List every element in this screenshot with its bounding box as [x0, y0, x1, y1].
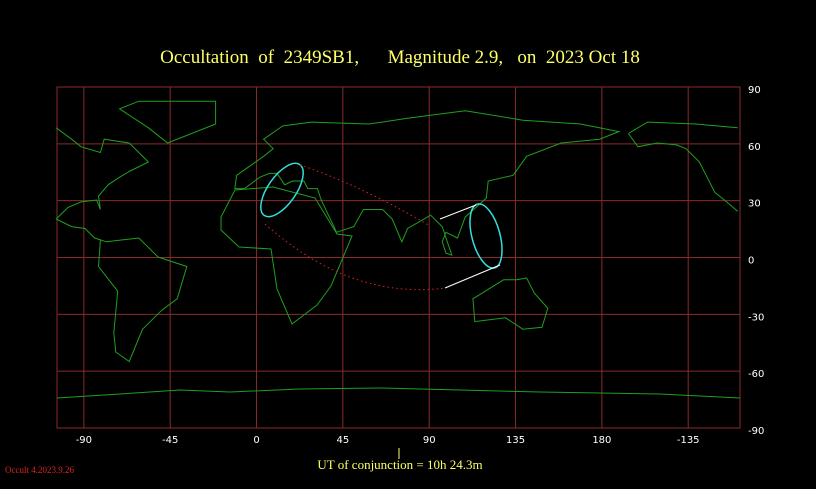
y-tick-label: 60	[748, 142, 761, 153]
y-tick-label: 30	[748, 199, 761, 210]
x-tick-label: 135	[506, 435, 525, 446]
path-limit	[444, 264, 501, 289]
north-america	[55, 127, 150, 241]
x-tick-label: -90	[76, 435, 92, 446]
y-tick-label: 90	[748, 85, 761, 96]
y-tick-label: -60	[748, 369, 764, 380]
africa	[220, 186, 353, 325]
x-tick-label: 90	[423, 435, 436, 446]
map-title: Occultation of 2349SB1, Magnitude 2.9, o…	[160, 47, 640, 68]
shadow-ellipse	[469, 203, 503, 269]
y-tick-label: -30	[748, 312, 764, 323]
grid	[56, 86, 741, 429]
conjunction-time: UT of conjunction = 10h 24.3m	[317, 457, 482, 472]
greenland	[118, 100, 217, 144]
x-tick-label: 180	[592, 435, 611, 446]
occultation-path	[260, 162, 503, 459]
coastlines	[55, 100, 741, 399]
software-credit: Occult 4.2023.9.26	[5, 465, 74, 475]
path-limit	[264, 223, 446, 291]
x-tick-label: 45	[336, 435, 349, 446]
australia	[472, 277, 549, 330]
x-tick-label: 0	[253, 435, 259, 446]
antarctica	[56, 387, 741, 399]
x-tick-label: -135	[677, 435, 700, 446]
y-tick-label: 0	[748, 256, 754, 267]
alaska-canada	[627, 121, 739, 212]
south-america	[97, 237, 188, 363]
path-limit	[439, 204, 477, 220]
shadow-ellipse	[260, 162, 304, 218]
y-tick-label: -90	[748, 426, 764, 437]
eurasia	[234, 110, 621, 256]
x-tick-label: -45	[162, 435, 178, 446]
